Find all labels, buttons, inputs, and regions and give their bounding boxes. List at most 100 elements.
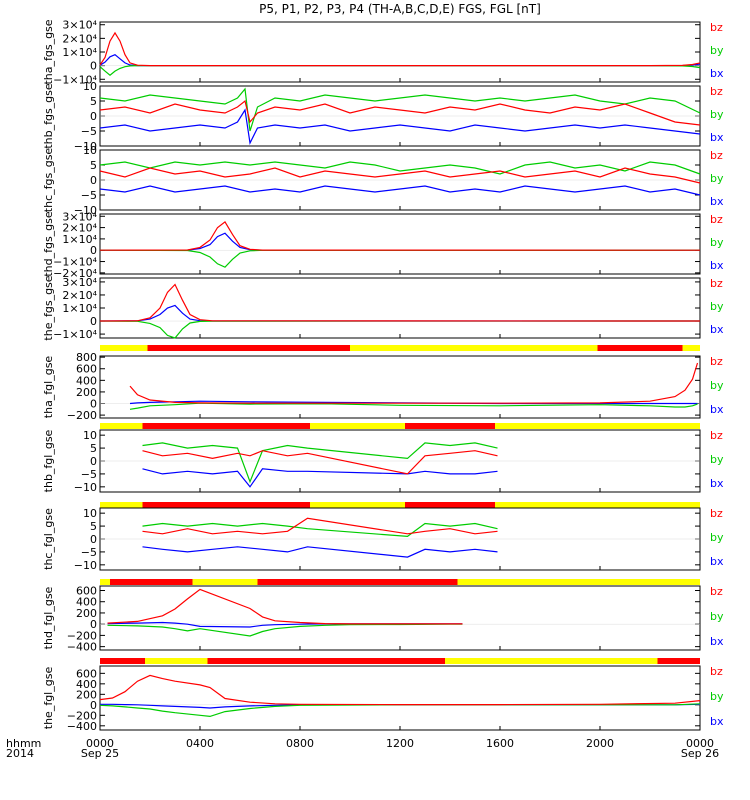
series-bz	[107, 588, 463, 625]
series-by	[99, 703, 701, 718]
year-label: 2014	[6, 747, 34, 760]
series-bz	[129, 362, 699, 404]
series-bz	[142, 450, 498, 475]
y-tick-label: −10	[74, 204, 97, 217]
time-axis: hhmm 2014 0000 0400 0800 1200 1600 2000 0000Se…	[6, 737, 719, 760]
series-by	[99, 64, 701, 76]
series-by	[142, 442, 498, 484]
flag-segment-off	[495, 502, 700, 508]
y-tick-label: −5	[81, 468, 97, 481]
y-tick-label: 400	[76, 374, 97, 387]
y-tick-label: 0	[90, 398, 97, 411]
series-bx	[99, 185, 701, 196]
flag-segment-off	[495, 423, 700, 429]
legend-bx: bx	[710, 555, 724, 568]
y-tick-label: 10	[83, 429, 97, 442]
flag-segment-off	[682, 345, 700, 351]
series-bz	[99, 221, 701, 251]
y-tick-label: 200	[76, 688, 97, 701]
flag-segment-on	[100, 658, 145, 664]
legend-by: by	[710, 236, 724, 249]
legend-by: by	[710, 610, 724, 623]
y-axis-label: thc_fgs_gse	[42, 148, 55, 213]
series-bx	[142, 468, 498, 488]
y-tick-label: 0	[90, 110, 97, 123]
flag-segment-on	[405, 423, 495, 429]
y-tick-label: 10	[83, 507, 97, 520]
y-tick-label: −5	[81, 546, 97, 559]
start-date-label: Sep 25	[81, 747, 119, 760]
y-axis-label: tha_fgs_gse	[42, 19, 55, 84]
flag-segment-on	[142, 423, 310, 429]
y-tick-label: 2×10⁴	[62, 32, 97, 45]
panel-frame	[99, 665, 701, 731]
y-tick-label: 800	[76, 351, 97, 364]
y-tick-label: 10	[83, 80, 97, 93]
panel-frame	[99, 355, 701, 419]
y-axis-label: tha_fgl_gse	[42, 356, 55, 419]
series-bx	[142, 546, 498, 558]
y-tick-label: −1×10⁴	[53, 328, 97, 341]
flag-segment-on	[597, 345, 683, 351]
series-bx	[99, 232, 700, 251]
flag-segment-off	[192, 579, 258, 585]
series-bz	[99, 674, 701, 706]
flag-segment-off	[445, 658, 658, 664]
y-tick-label: 0	[90, 699, 97, 712]
y-tick-label: 400	[76, 678, 97, 691]
legend-bz: bz	[710, 355, 723, 368]
legend-by: by	[710, 172, 724, 185]
y-tick-label: 1×10⁴	[62, 46, 97, 59]
flag-bar	[100, 345, 700, 351]
legend-bz: bz	[710, 507, 723, 520]
x-tick-label: 0800	[286, 737, 314, 750]
y-tick-label: −400	[67, 720, 97, 733]
y-axis-label: thb_fgl_gse	[42, 429, 55, 492]
legend-by: by	[710, 453, 724, 466]
y-axis-label: thd_fgs_gse	[42, 211, 55, 277]
panel-thb_fgs_gse: 10 5 0 −5 −10 thb_fgs_gse bz by bx	[42, 80, 724, 153]
y-axis-label: thd_fgl_gse	[42, 586, 55, 649]
legend-bx: bx	[710, 635, 724, 648]
y-axis-label: thc_fgl_gse	[42, 508, 55, 570]
flag-segment-on	[207, 658, 445, 664]
y-tick-label: 0	[90, 315, 97, 328]
legend-by: by	[710, 690, 724, 703]
series-by	[99, 87, 701, 132]
flag-segment-off	[100, 345, 148, 351]
flag-segment-off	[100, 423, 143, 429]
legend-bz: bz	[710, 277, 723, 290]
x-tick-label: 1200	[386, 737, 414, 750]
panel-thc_fgs_gse: 10 5 0 −5 −10 thc_fgs_gse bz by bx	[42, 144, 724, 217]
panel-frame	[99, 585, 701, 651]
legend-bx: bx	[710, 715, 724, 728]
y-tick-label: 600	[76, 584, 97, 597]
x-tick-label: 1600	[486, 737, 514, 750]
y-tick-label: −10	[74, 481, 97, 494]
y-tick-label: −200	[67, 709, 97, 722]
legend-bz: bz	[710, 85, 723, 98]
legend-by: by	[710, 300, 724, 313]
legend-bx: bx	[710, 259, 724, 272]
legend-bz: bz	[710, 665, 723, 678]
panel-frame	[99, 213, 701, 275]
y-tick-label: 3×10⁴	[62, 19, 97, 32]
series-by	[99, 249, 701, 268]
x-tick-label: 0000	[86, 737, 114, 750]
y-tick-label: 1×10⁴	[62, 233, 97, 246]
series-bz	[142, 517, 498, 535]
flag-segment-on	[657, 658, 700, 664]
legend-bx: bx	[710, 403, 724, 416]
y-tick-label: 5	[90, 159, 97, 172]
y-tick-label: −400	[67, 641, 97, 654]
legend-by: by	[710, 108, 724, 121]
flag-segment-on	[110, 579, 193, 585]
y-tick-label: 3×10⁴	[62, 276, 97, 289]
